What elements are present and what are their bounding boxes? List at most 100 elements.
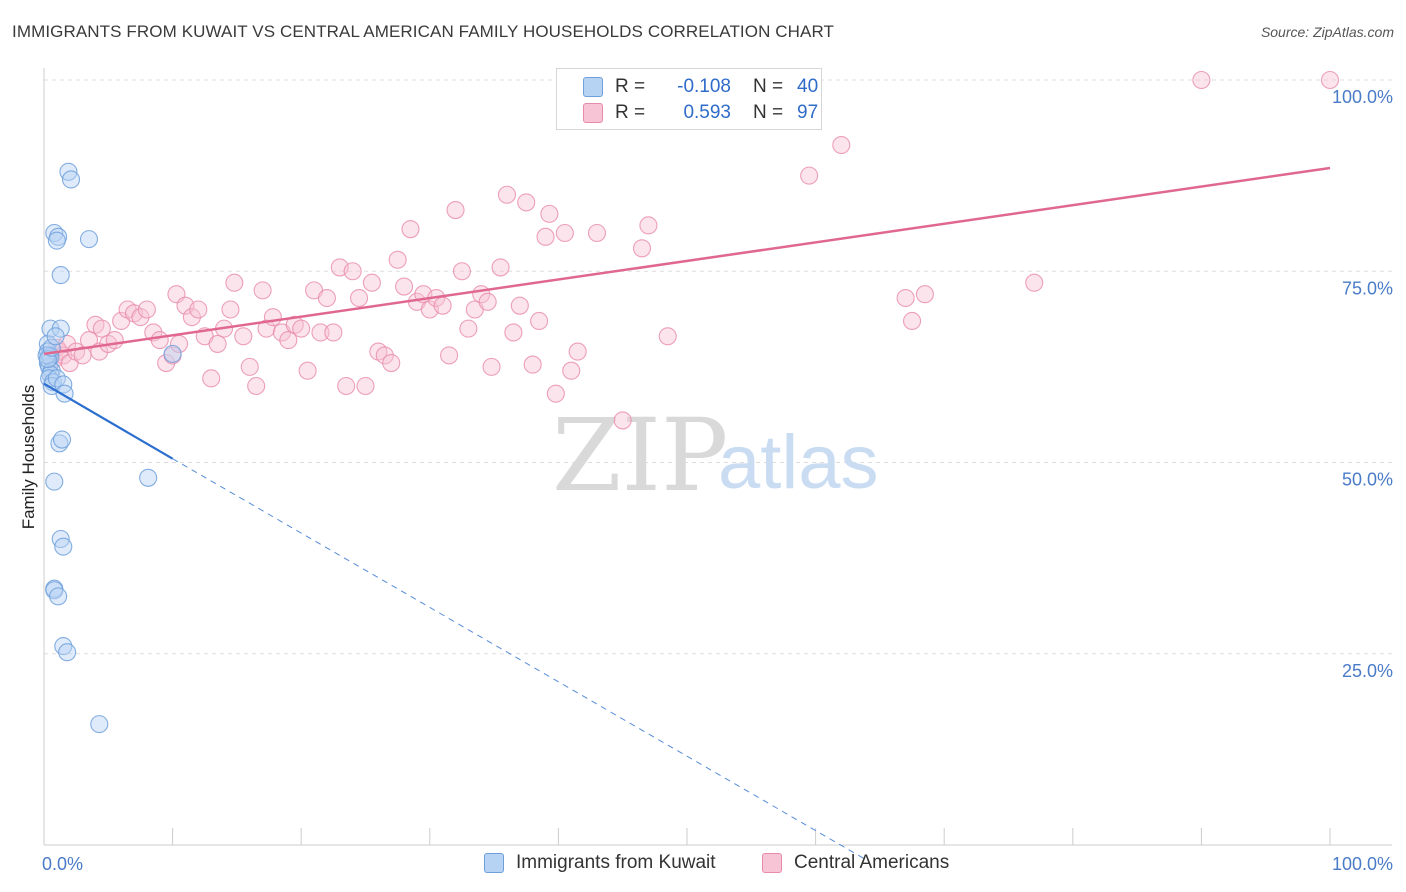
central-americans-point <box>257 319 276 338</box>
kuwait-points <box>37 162 182 734</box>
central-americans-point <box>375 346 394 365</box>
kuwait-point <box>58 643 77 662</box>
central-americans-point <box>279 331 298 350</box>
kuwait-point <box>51 266 70 285</box>
central-americans-point <box>388 250 407 269</box>
central-americans-point <box>517 193 536 212</box>
kuwait-trendline <box>43 382 174 460</box>
central-americans-point <box>131 308 150 327</box>
series-legend-kuwait: Immigrants from Kuwait <box>484 852 716 874</box>
central-americans-point <box>530 311 549 331</box>
central-americans-point <box>639 216 658 235</box>
kuwait-point <box>52 430 72 449</box>
legend-r-value: 0.593 <box>683 102 731 123</box>
central-americans-point <box>555 223 574 243</box>
central-americans-point <box>800 166 819 185</box>
central-americans-point <box>1192 70 1211 90</box>
x-tick-label: 0.0% <box>42 854 83 874</box>
kuwait-point <box>54 375 73 394</box>
central-americans-point <box>350 288 369 308</box>
kuwait-point <box>54 537 73 556</box>
central-americans-point <box>247 376 266 396</box>
central-americans-points <box>41 70 1340 430</box>
kuwait-point <box>49 587 68 606</box>
central-americans-point <box>356 376 375 396</box>
central-americans-point <box>568 342 587 361</box>
trendlines <box>43 166 1331 861</box>
central-americans-point <box>433 296 452 315</box>
central-americans-trendline <box>43 166 1331 356</box>
central-americans-point <box>478 292 497 311</box>
central-americans-point <box>613 411 632 430</box>
central-americans-point <box>1320 70 1340 90</box>
central-americans-point <box>459 319 478 338</box>
central-americans-point <box>73 346 92 365</box>
central-americans-point <box>253 281 272 300</box>
source-credit: Source: ZipAtlas.com <box>1260 24 1394 40</box>
kuwait-point <box>46 327 65 346</box>
central-americans-point <box>157 353 176 373</box>
chart-title: IMMIGRANTS FROM KUWAIT VS CENTRAL AMERIC… <box>12 22 835 41</box>
central-americans-point <box>225 273 244 292</box>
y-tick-label: 25.0% <box>1342 661 1393 681</box>
kuwait-point <box>90 715 109 734</box>
kuwait-point <box>45 472 64 491</box>
central-americans-point <box>440 346 459 365</box>
central-americans-point <box>587 223 607 243</box>
kuwait-point <box>163 344 182 363</box>
central-americans-point <box>832 135 851 155</box>
kuwait-trendline-extension <box>172 458 868 861</box>
central-americans-point <box>189 300 208 319</box>
central-americans-point <box>497 185 517 204</box>
central-americans-point <box>150 331 169 350</box>
central-americans-point <box>292 319 311 338</box>
series-legend-central-americans: Central Americans <box>762 852 949 874</box>
series-swatch-central-americans <box>762 853 782 873</box>
central-americans-point <box>221 300 240 319</box>
series-legend-central-americans-label: Central Americans <box>794 852 950 873</box>
y-tick-label: 75.0% <box>1342 278 1393 298</box>
x-tick-label: 100.0% <box>1332 854 1393 874</box>
legend-n-value: 97 <box>797 102 819 123</box>
central-americans-point <box>92 319 111 338</box>
central-americans-point <box>182 308 201 327</box>
central-americans-point <box>343 262 362 281</box>
central-americans-point <box>510 296 529 315</box>
legend-swatch-kuwait <box>583 77 603 97</box>
kuwait-point <box>139 468 158 487</box>
legend-n-label: N = <box>753 102 784 123</box>
stats-legend: R = -0.108 N = 40 R = 0.593 N = 97 <box>556 68 822 130</box>
watermark-zip: ZIP <box>552 397 728 514</box>
central-americans-point <box>382 353 401 373</box>
central-americans-point <box>362 273 381 292</box>
central-americans-point <box>504 323 523 342</box>
legend-swatch-central-americans <box>583 103 603 123</box>
central-americans-point <box>452 262 472 281</box>
central-americans-point <box>401 220 420 239</box>
central-americans-point <box>263 308 282 327</box>
gridlines <box>44 79 1392 655</box>
kuwait-point <box>79 230 99 249</box>
kuwait-point <box>47 231 66 250</box>
central-americans-point <box>540 204 559 223</box>
central-americans-point <box>324 323 343 342</box>
series-legend-kuwait-label: Immigrants from Kuwait <box>516 852 716 873</box>
central-americans-point <box>482 357 501 376</box>
central-americans-point <box>202 369 221 388</box>
central-americans-point <box>915 285 934 304</box>
central-americans-point <box>902 311 922 331</box>
tick-labels: 25.0% 50.0% 75.0% 100.0% 0.0% 100.0% <box>42 87 1393 874</box>
legend-row-kuwait: R = -0.108 N = 40 <box>583 74 818 100</box>
central-americans-point <box>1025 273 1044 292</box>
series-swatch-kuwait <box>484 853 504 873</box>
kuwait-point <box>61 170 81 189</box>
central-americans-point <box>523 355 542 374</box>
central-americans-point <box>658 327 677 346</box>
central-americans-point <box>105 331 124 350</box>
legend-row-central-americans: R = 0.593 N = 97 <box>583 100 818 126</box>
central-americans-point <box>491 258 510 277</box>
central-americans-point <box>208 334 227 353</box>
central-americans-point <box>632 239 652 258</box>
y-axis-label: Family Households <box>19 385 38 530</box>
